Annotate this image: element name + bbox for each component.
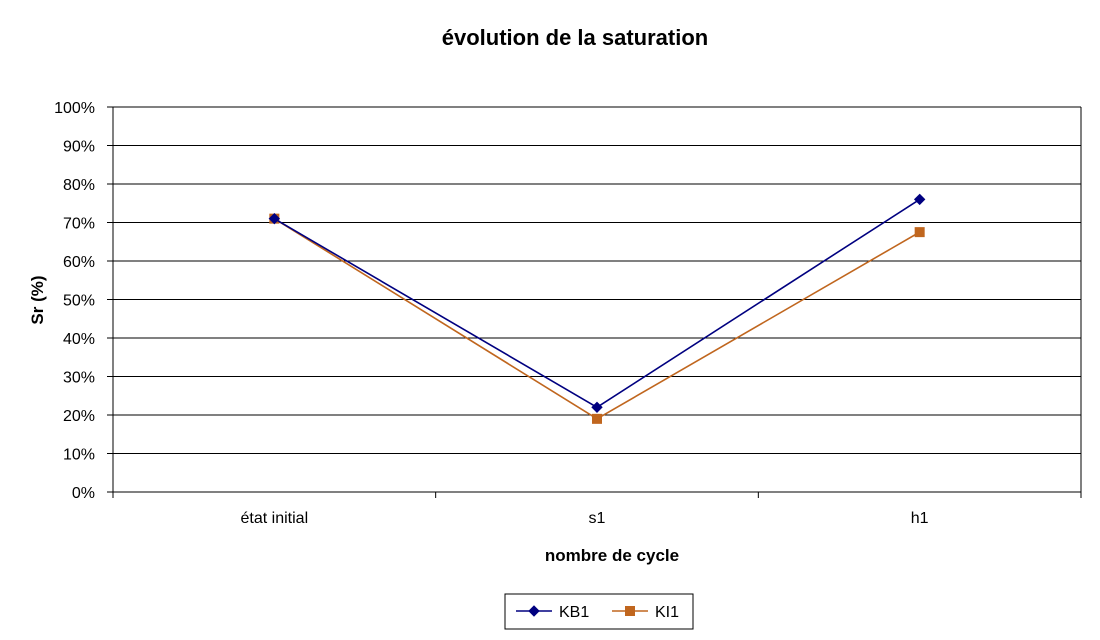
- y-tick-label: 50%: [63, 293, 95, 310]
- plot-area: 0% 10% 20% 30% 40% 50% 60% 70% 80% 90% 100% état i…: [54, 100, 1082, 527]
- y-axis-ticks: 0% 10% 20% 30% 40% 50% 60% 70% 80% 90% 100%: [54, 100, 113, 502]
- legend-marker-kb1: [528, 605, 540, 617]
- series-layer: [268, 193, 926, 424]
- data-point-ki1: [914, 227, 925, 238]
- x-tick-label: état initial: [241, 510, 309, 527]
- data-point-kb1: [591, 401, 603, 414]
- y-tick-label: 30%: [63, 370, 95, 387]
- y-axis-label: Sr (%): [28, 275, 47, 324]
- legend: KB1 KI1: [504, 593, 694, 630]
- y-tick-label: 60%: [63, 254, 95, 271]
- y-tick-label: 40%: [63, 331, 95, 348]
- chart-title: évolution de la saturation: [442, 25, 708, 50]
- x-tick-label: h1: [911, 510, 929, 527]
- y-tick-label: 80%: [63, 177, 95, 194]
- x-axis-label: nombre de cycle: [545, 546, 679, 565]
- x-axis-ticks: état initial s1 h1: [112, 492, 1082, 527]
- legend-marker-ki1: [625, 606, 635, 616]
- y-tick-label: 10%: [63, 447, 95, 464]
- y-tick-label: 100%: [54, 100, 95, 117]
- y-tick-label: 0%: [72, 485, 95, 502]
- data-point-kb1: [268, 212, 281, 225]
- y-tick-label: 90%: [63, 139, 95, 156]
- y-tick-label: 20%: [63, 408, 95, 425]
- data-point-ki1: [592, 413, 602, 424]
- legend-label-kb1: KB1: [559, 604, 589, 621]
- data-point-kb1: [913, 193, 926, 206]
- y-tick-label: 70%: [63, 216, 95, 233]
- x-tick-label: s1: [589, 510, 606, 527]
- legend-label-ki1: KI1: [655, 604, 679, 621]
